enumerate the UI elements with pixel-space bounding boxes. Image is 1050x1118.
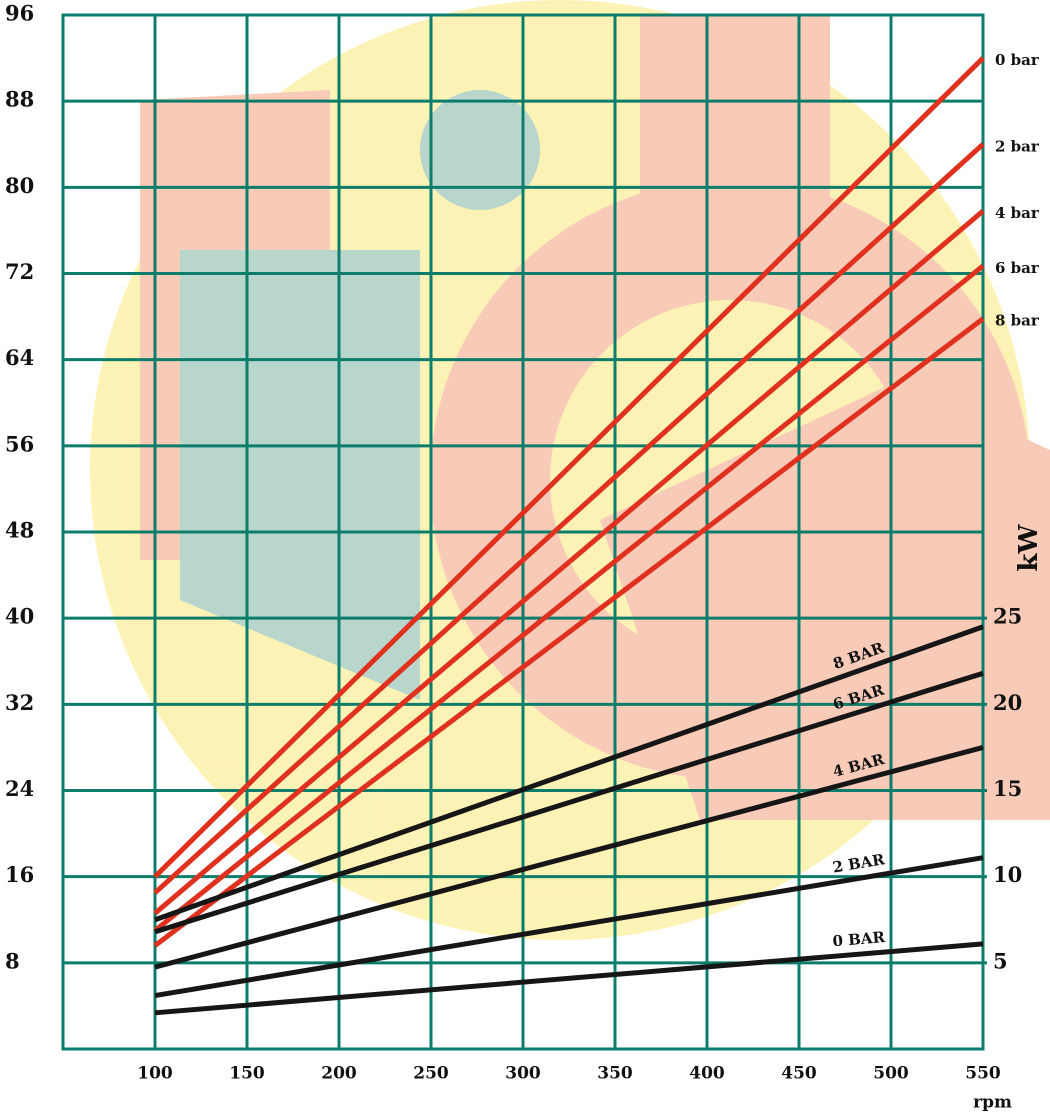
series-line: [154, 855, 984, 999]
x-tick-label: 300: [505, 1064, 541, 1084]
y-tick-label: 56: [5, 431, 34, 456]
x-axis-label: rpm: [973, 1093, 1012, 1113]
series-label: 2 BAR: [831, 850, 886, 876]
y2-tick-label: 20: [993, 690, 1022, 715]
series-line: [153, 142, 985, 895]
y-tick-label: 96: [5, 1, 34, 26]
series-line: [154, 941, 984, 1016]
series-line: [153, 56, 985, 879]
series-label: 4 bar: [995, 204, 1040, 222]
y2-tick-label: 10: [993, 862, 1022, 887]
series-line: [154, 624, 984, 923]
y-tick-label: 72: [5, 259, 34, 284]
y-tick-label: 40: [5, 604, 34, 629]
x-tick-label: 350: [597, 1064, 633, 1084]
y-tick-label: 32: [5, 690, 34, 715]
series-line: [153, 316, 985, 948]
series-label: 6 bar: [995, 259, 1040, 277]
y2-tick-label: 5: [993, 948, 1008, 973]
series-line: [154, 670, 984, 935]
y-tick-label: 88: [5, 87, 34, 112]
y-tick-label: 48: [5, 518, 34, 543]
series-line: [153, 264, 985, 933]
y2-tick-label: 25: [993, 604, 1022, 629]
series-line: [153, 209, 985, 916]
x-tick-label: 550: [965, 1064, 1001, 1084]
y-tick-label: 8: [5, 948, 20, 973]
x-tick-label: 400: [689, 1064, 725, 1084]
series-label: 0 BAR: [832, 928, 886, 950]
x-tick-label: 500: [873, 1064, 909, 1084]
y-tick-label: 24: [5, 776, 34, 801]
x-tick-label: 200: [321, 1064, 357, 1084]
y2-tick-label: 15: [993, 776, 1022, 801]
x-tick-label: 450: [781, 1064, 817, 1084]
y2-axis-label: kW: [1014, 524, 1044, 572]
y-tick-label: 16: [5, 862, 34, 887]
x-tick-label: 150: [229, 1064, 265, 1084]
x-tick-label: 250: [413, 1064, 449, 1084]
x-tick-label: 100: [137, 1064, 173, 1084]
y-tick-label: 64: [5, 345, 34, 370]
series-line: [154, 745, 984, 970]
y-tick-label: 80: [5, 173, 34, 198]
series-label: 8 bar: [995, 312, 1040, 330]
series-label: 2 bar: [995, 137, 1040, 155]
series-label: 0 bar: [995, 51, 1040, 69]
